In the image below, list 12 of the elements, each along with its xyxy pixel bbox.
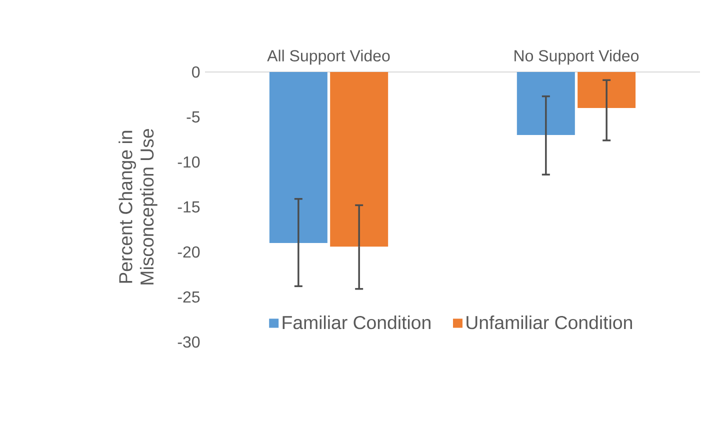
legend-label: Unfamiliar Condition (466, 315, 632, 330)
x-tick-label: All Support Video (267, 50, 390, 65)
y-tick-label: -15 (178, 201, 200, 213)
y-tick-label: -10 (178, 156, 200, 168)
x-tick-label: No Support Video (514, 50, 639, 65)
y-tick-label: -30 (178, 336, 200, 348)
y-tick-label: -25 (178, 291, 200, 303)
y-tick-label: 0 (192, 66, 200, 78)
y-tick-label: -20 (178, 246, 200, 258)
legend-label: Familiar Condition (282, 315, 430, 330)
y-tick-label: -5 (186, 111, 200, 123)
y-axis-title: Percent Change in Misconception Use (118, 129, 158, 284)
